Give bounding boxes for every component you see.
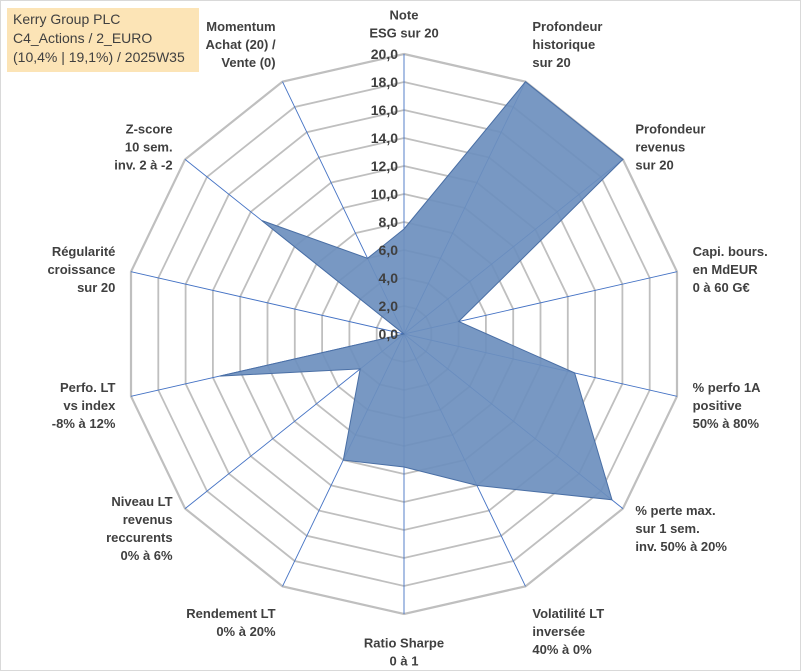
tick-label: 6,0 xyxy=(379,242,399,258)
series-layer xyxy=(219,81,624,501)
tick-label: 0,0 xyxy=(379,326,399,342)
tick-label: 14,0 xyxy=(371,130,398,146)
spoke-line xyxy=(130,271,405,335)
category-label: Rendement LT 0% à 20% xyxy=(186,606,276,639)
category-label: Note ESG sur 20 xyxy=(369,8,438,41)
category-label: Régularité croissance sur 20 xyxy=(47,244,115,295)
title-box: Kerry Group PLC C4_Actions / 2_EURO (10,… xyxy=(7,8,199,72)
title-stats: (10,4% | 19,1%) / 2025W35 xyxy=(13,49,185,65)
tick-label: 10,0 xyxy=(371,186,398,202)
category-label: Profondeur revenus sur 20 xyxy=(635,121,705,172)
category-label: % perfo 1A positive 50% à 80% xyxy=(693,380,762,431)
tick-label: 18,0 xyxy=(371,74,398,90)
tick-layer: 0,0 2,0 4,0 6,0 8,0 10,0 12,0 14,0 16,0 18,0 20,0 xyxy=(371,46,398,342)
category-label: Capi. bours. en MdEUR 0 à 60 G€ xyxy=(693,244,768,295)
tick-label: 20,0 xyxy=(371,46,398,62)
tick-label: 12,0 xyxy=(371,158,398,174)
category-label: Z-score 10 sem. inv. 2 à -2 xyxy=(114,121,172,172)
series-area xyxy=(219,81,624,501)
category-label: Niveau LT revenus reccurents 0% à 6% xyxy=(106,494,173,563)
tick-label: 4,0 xyxy=(379,270,399,286)
title-company: Kerry Group PLC xyxy=(13,11,121,27)
category-label: Momentum Achat (20) / Vente (0) xyxy=(206,19,276,70)
tick-label: 16,0 xyxy=(371,102,398,118)
category-label: % perte max. sur 1 sem. inv. 50% à 20% xyxy=(635,503,727,554)
category-label: Volatilité LT inversée 40% à 0% xyxy=(532,606,604,657)
label-layer: Note ESG sur 20 Profondeur historique sur 20… xyxy=(47,8,767,669)
title-category: C4_Actions / 2_EURO xyxy=(13,30,153,46)
category-label: Perfo. LT vs index -8% à 12% xyxy=(52,380,116,431)
category-label: Profondeur historique sur 20 xyxy=(532,19,602,70)
tick-label: 8,0 xyxy=(379,214,399,230)
tick-label: 2,0 xyxy=(379,298,399,314)
category-label: Ratio Sharpe 0 à 1 xyxy=(364,636,444,669)
